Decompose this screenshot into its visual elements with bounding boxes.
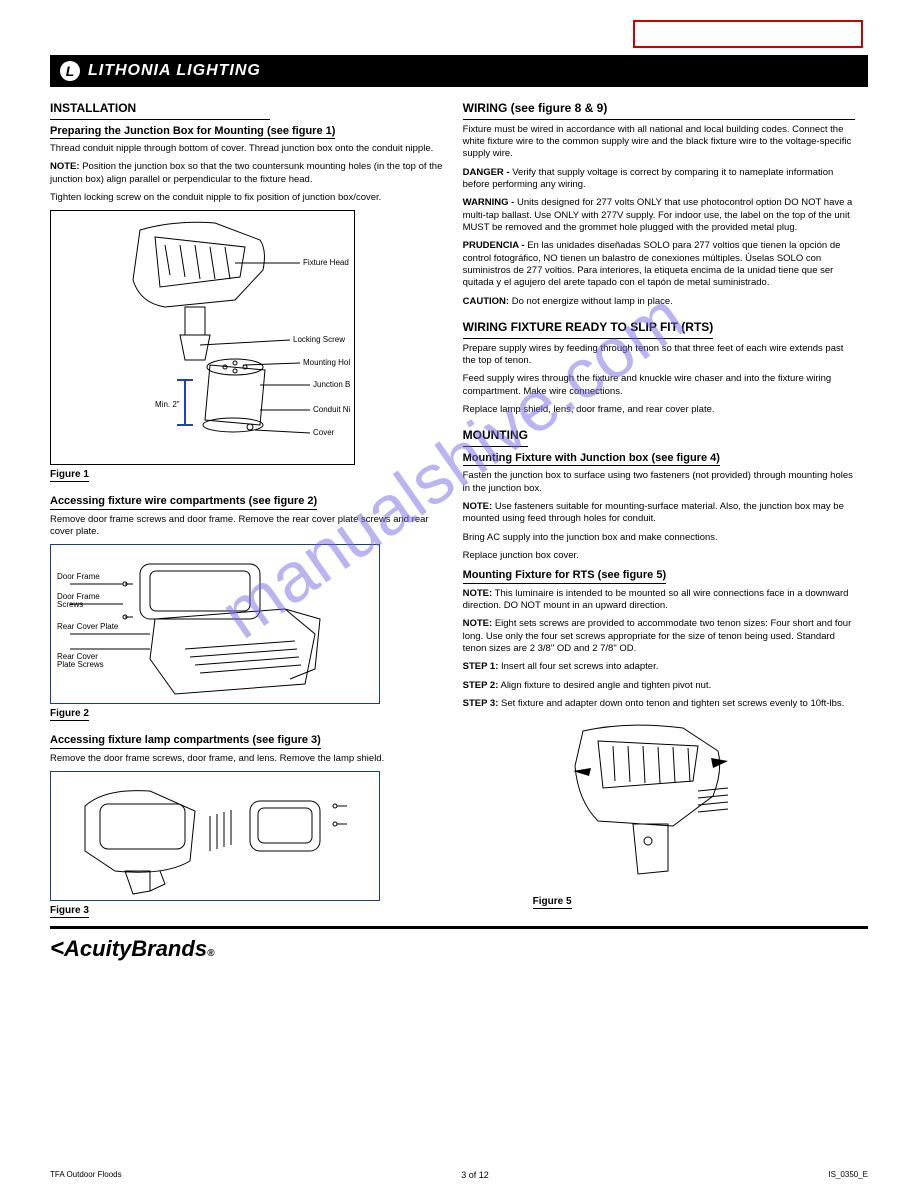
step-1: STEP 1: Insert all four set screws into … — [463, 661, 856, 673]
caution-1: CAUTION: Do not energize without lamp in… — [463, 296, 856, 308]
footer-center: 3 of 12 — [461, 1170, 489, 1182]
jbox-p2: Bring AC supply into the junction box an… — [463, 532, 856, 544]
svg-text:Screws: Screws — [57, 600, 83, 609]
figure-1-box: Fixture Head Locking Screw Mounting Hole… — [50, 210, 355, 465]
jbox-note-label: NOTE: — [463, 501, 493, 512]
lamp-access-subhead: Accessing fixture lamp compartments (see… — [50, 733, 321, 748]
fig1-label-conduit-nipple: Conduit Nipple — [313, 405, 350, 414]
wire-access-subhead: Accessing fixture wire compartments (see… — [50, 494, 317, 509]
page-footer: TFA Outdoor Floods 3 of 12 IS_0350_E — [0, 1170, 918, 1182]
caution-text: Do not energize without lamp in place. — [512, 296, 673, 307]
jbox-note-text: Use fasteners suitable for mounting-surf… — [463, 501, 844, 524]
fig1-label-locking-screw: Locking Screw — [293, 335, 345, 344]
danger-1: DANGER - Verify that supply voltage is c… — [463, 167, 856, 192]
rts-note1-text: This luminaire is intended to be mounted… — [463, 588, 849, 611]
page-container: L LITHONIA LIGHTING INSTALLATION Prepari… — [0, 0, 918, 974]
figure-1-caption: Figure 1 — [50, 468, 89, 482]
logo-circle-icon: L — [60, 61, 80, 81]
figure-5-drawing — [533, 716, 753, 886]
rts-wiring-heading: WIRING FIXTURE READY TO SLIP FIT (RTS) — [463, 320, 714, 339]
figure-3-drawing — [55, 776, 375, 896]
brand-bar: <AcuityBrands® — [50, 926, 868, 964]
footer-left: TFA Outdoor Floods — [50, 1170, 122, 1182]
footer-right: IS_0350_E — [828, 1170, 868, 1182]
prep-subheading: Preparing the Junction Box for Mounting … — [50, 124, 335, 139]
prep-para-2: Tighten locking screw on the conduit nip… — [50, 192, 443, 204]
step-3: STEP 3: Set fixture and adapter down ont… — [463, 698, 856, 710]
step1-label: STEP 1: — [463, 661, 499, 672]
wiring-heading: WIRING (see figure 8 & 9) — [463, 101, 856, 120]
step3-text: Set fixture and adapter down onto tenon … — [501, 698, 844, 709]
rts-note2-label: NOTE: — [463, 618, 493, 629]
red-annotation-box — [633, 20, 863, 48]
step2-text: Align fixture to desired angle and tight… — [500, 680, 711, 691]
warn2-label: PRUDENCIA - — [463, 240, 525, 251]
warn-2: PRUDENCIA - En las unidades diseñadas SO… — [463, 240, 856, 289]
warn1-text: Units designed for 277 volts ONLY that u… — [463, 197, 853, 233]
figure-3-caption: Figure 3 — [50, 904, 89, 918]
warn1-label: WARNING - — [463, 197, 515, 208]
rts-mount-note1: NOTE: This luminaire is intended to be m… — [463, 588, 856, 613]
figure-1-drawing: Fixture Head Locking Screw Mounting Hole… — [55, 215, 350, 460]
rts-mount-subhead: Mounting Fixture for RTS (see figure 5) — [463, 568, 667, 583]
fig1-label-min2: Min. 2" — [155, 400, 180, 409]
figure-3-box — [50, 771, 380, 901]
footer-brand-logo: <AcuityBrands® — [50, 933, 214, 964]
caution-label: CAUTION: — [463, 296, 509, 307]
prep-note-text: Position the junction box so that the tw… — [50, 161, 442, 184]
fig1-label-cover: Cover — [313, 428, 335, 437]
fig1-label-mounting-holes: Mounting Holes — [303, 358, 350, 367]
rts-mount-note2: NOTE: Eight sets screws are provided to … — [463, 618, 856, 655]
fig1-label-junction-box: Junction Box — [313, 380, 350, 389]
note-label: NOTE: — [50, 161, 80, 172]
danger-label: DANGER - — [463, 167, 510, 178]
rts-note2-text: Eight sets screws are provided to accomm… — [463, 618, 852, 654]
step3-label: STEP 3: — [463, 698, 499, 709]
figure-2-drawing: Door Frame Door Frame Screws Rear Cover … — [55, 549, 375, 699]
lamp-access-p1: Remove the door frame screws, door frame… — [50, 753, 443, 765]
step1-text: Insert all four set screws into adapter. — [501, 661, 658, 672]
rts-p2: Feed supply wires through the fixture an… — [463, 373, 856, 398]
header-brand-text: LITHONIA LIGHTING — [88, 61, 261, 82]
figure-2-box: Door Frame Door Frame Screws Rear Cover … — [50, 544, 380, 704]
jbox-p3: Replace junction box cover. — [463, 550, 856, 562]
rts-note1-label: NOTE: — [463, 588, 493, 599]
content-columns: INSTALLATION Preparing the Junction Box … — [50, 95, 868, 924]
installation-heading: INSTALLATION — [50, 101, 270, 120]
wiring-p1: Fixture must be wired in accordance with… — [463, 124, 856, 161]
danger-text: Verify that supply voltage is correct by… — [463, 167, 834, 190]
jbox-note: NOTE: Use fasteners suitable for mountin… — [463, 501, 856, 526]
fig2-label-rear-cover: Rear Cover Plate — [57, 622, 119, 631]
prep-note: NOTE: Position the junction box so that … — [50, 161, 443, 186]
fig1-label-fixture-head: Fixture Head — [303, 258, 349, 267]
rts-p1: Prepare supply wires by feeding through … — [463, 343, 856, 368]
wire-access-p1: Remove door frame screws and door frame.… — [50, 514, 443, 539]
header-bar: L LITHONIA LIGHTING — [50, 55, 868, 87]
prep-para-1: Thread conduit nipple through bottom of … — [50, 143, 443, 155]
svg-text:Plate Screws: Plate Screws — [57, 660, 104, 669]
figure-2-caption: Figure 2 — [50, 707, 89, 721]
step-2: STEP 2: Align fixture to desired angle a… — [463, 680, 856, 692]
left-column: INSTALLATION Preparing the Junction Box … — [50, 95, 443, 924]
right-column: WIRING (see figure 8 & 9) Fixture must b… — [463, 95, 856, 924]
step2-label: STEP 2: — [463, 680, 499, 691]
rts-p3: Replace lamp shield, lens, door frame, a… — [463, 404, 856, 416]
fig2-label-door-frame: Door Frame — [57, 572, 100, 581]
jbox-p1: Fasten the junction box to surface using… — [463, 470, 856, 495]
figure-5-caption: Figure 5 — [533, 895, 572, 909]
jbox-mount-subhead: Mounting Fixture with Junction box (see … — [463, 451, 720, 466]
warn-1: WARNING - Units designed for 277 volts O… — [463, 197, 856, 234]
mounting-heading: MOUNTING — [463, 428, 528, 447]
